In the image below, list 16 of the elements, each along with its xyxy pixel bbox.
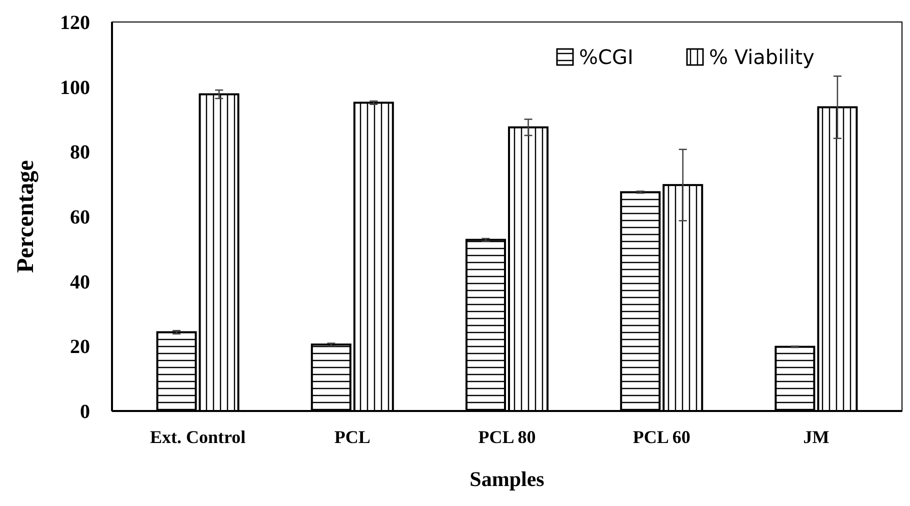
x-tick-label: PCL 80 xyxy=(478,427,536,447)
y-tick-label: 60 xyxy=(70,206,90,228)
y-axis-title: Percentage xyxy=(13,160,39,273)
y-tick-label: 0 xyxy=(80,401,90,423)
x-tick-label: PCL 60 xyxy=(632,427,690,447)
legend-label: % Viability xyxy=(709,45,815,69)
y-tick-label: 40 xyxy=(70,271,90,294)
legend-label: %CGI xyxy=(579,45,634,69)
x-tick-label: PCL xyxy=(334,427,370,447)
y-tick-label: 20 xyxy=(70,336,90,358)
y-tick-label: 100 xyxy=(60,76,90,99)
x-tick-label: Ext. Control xyxy=(150,427,246,447)
x-tick-label: JM xyxy=(803,427,830,447)
x-axis-title: Samples xyxy=(470,467,544,491)
y-tick-label: 80 xyxy=(70,142,90,164)
y-tick-label: 120 xyxy=(60,12,90,34)
